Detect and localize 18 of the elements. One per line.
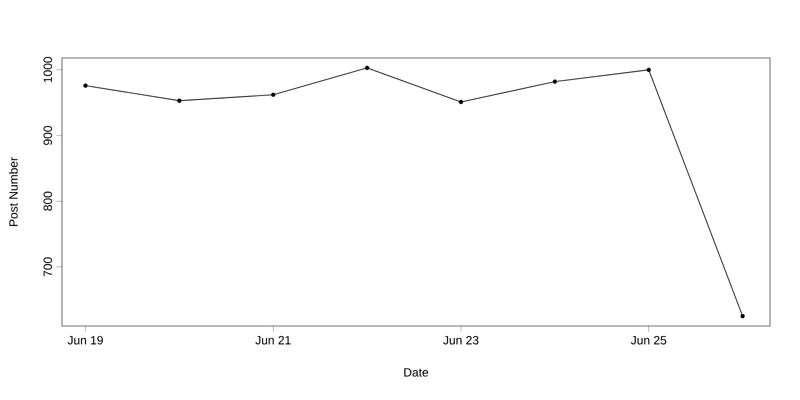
- point: [364, 66, 370, 70]
- y-tick-label: 900: [44, 126, 52, 145]
- y-tick-label: 1000: [44, 56, 52, 82]
- x-tick-label: Jun 23: [443, 336, 478, 344]
- point: [646, 68, 651, 72]
- x-tick-label: Jun 25: [630, 336, 666, 344]
- point: [552, 80, 558, 84]
- y-tick-label: 800: [44, 192, 52, 211]
- x-tick-label: Jun 21: [255, 336, 291, 344]
- y-axis-title: Post Number: [8, 157, 18, 226]
- point: [458, 100, 464, 104]
- y-tick-label: 700: [44, 257, 52, 276]
- x-axis-title: Date: [404, 368, 428, 377]
- point: [177, 98, 182, 103]
- point: [740, 314, 745, 318]
- point: [83, 83, 88, 88]
- x-tick-label: Jun 19: [68, 336, 103, 344]
- point: [271, 92, 276, 97]
